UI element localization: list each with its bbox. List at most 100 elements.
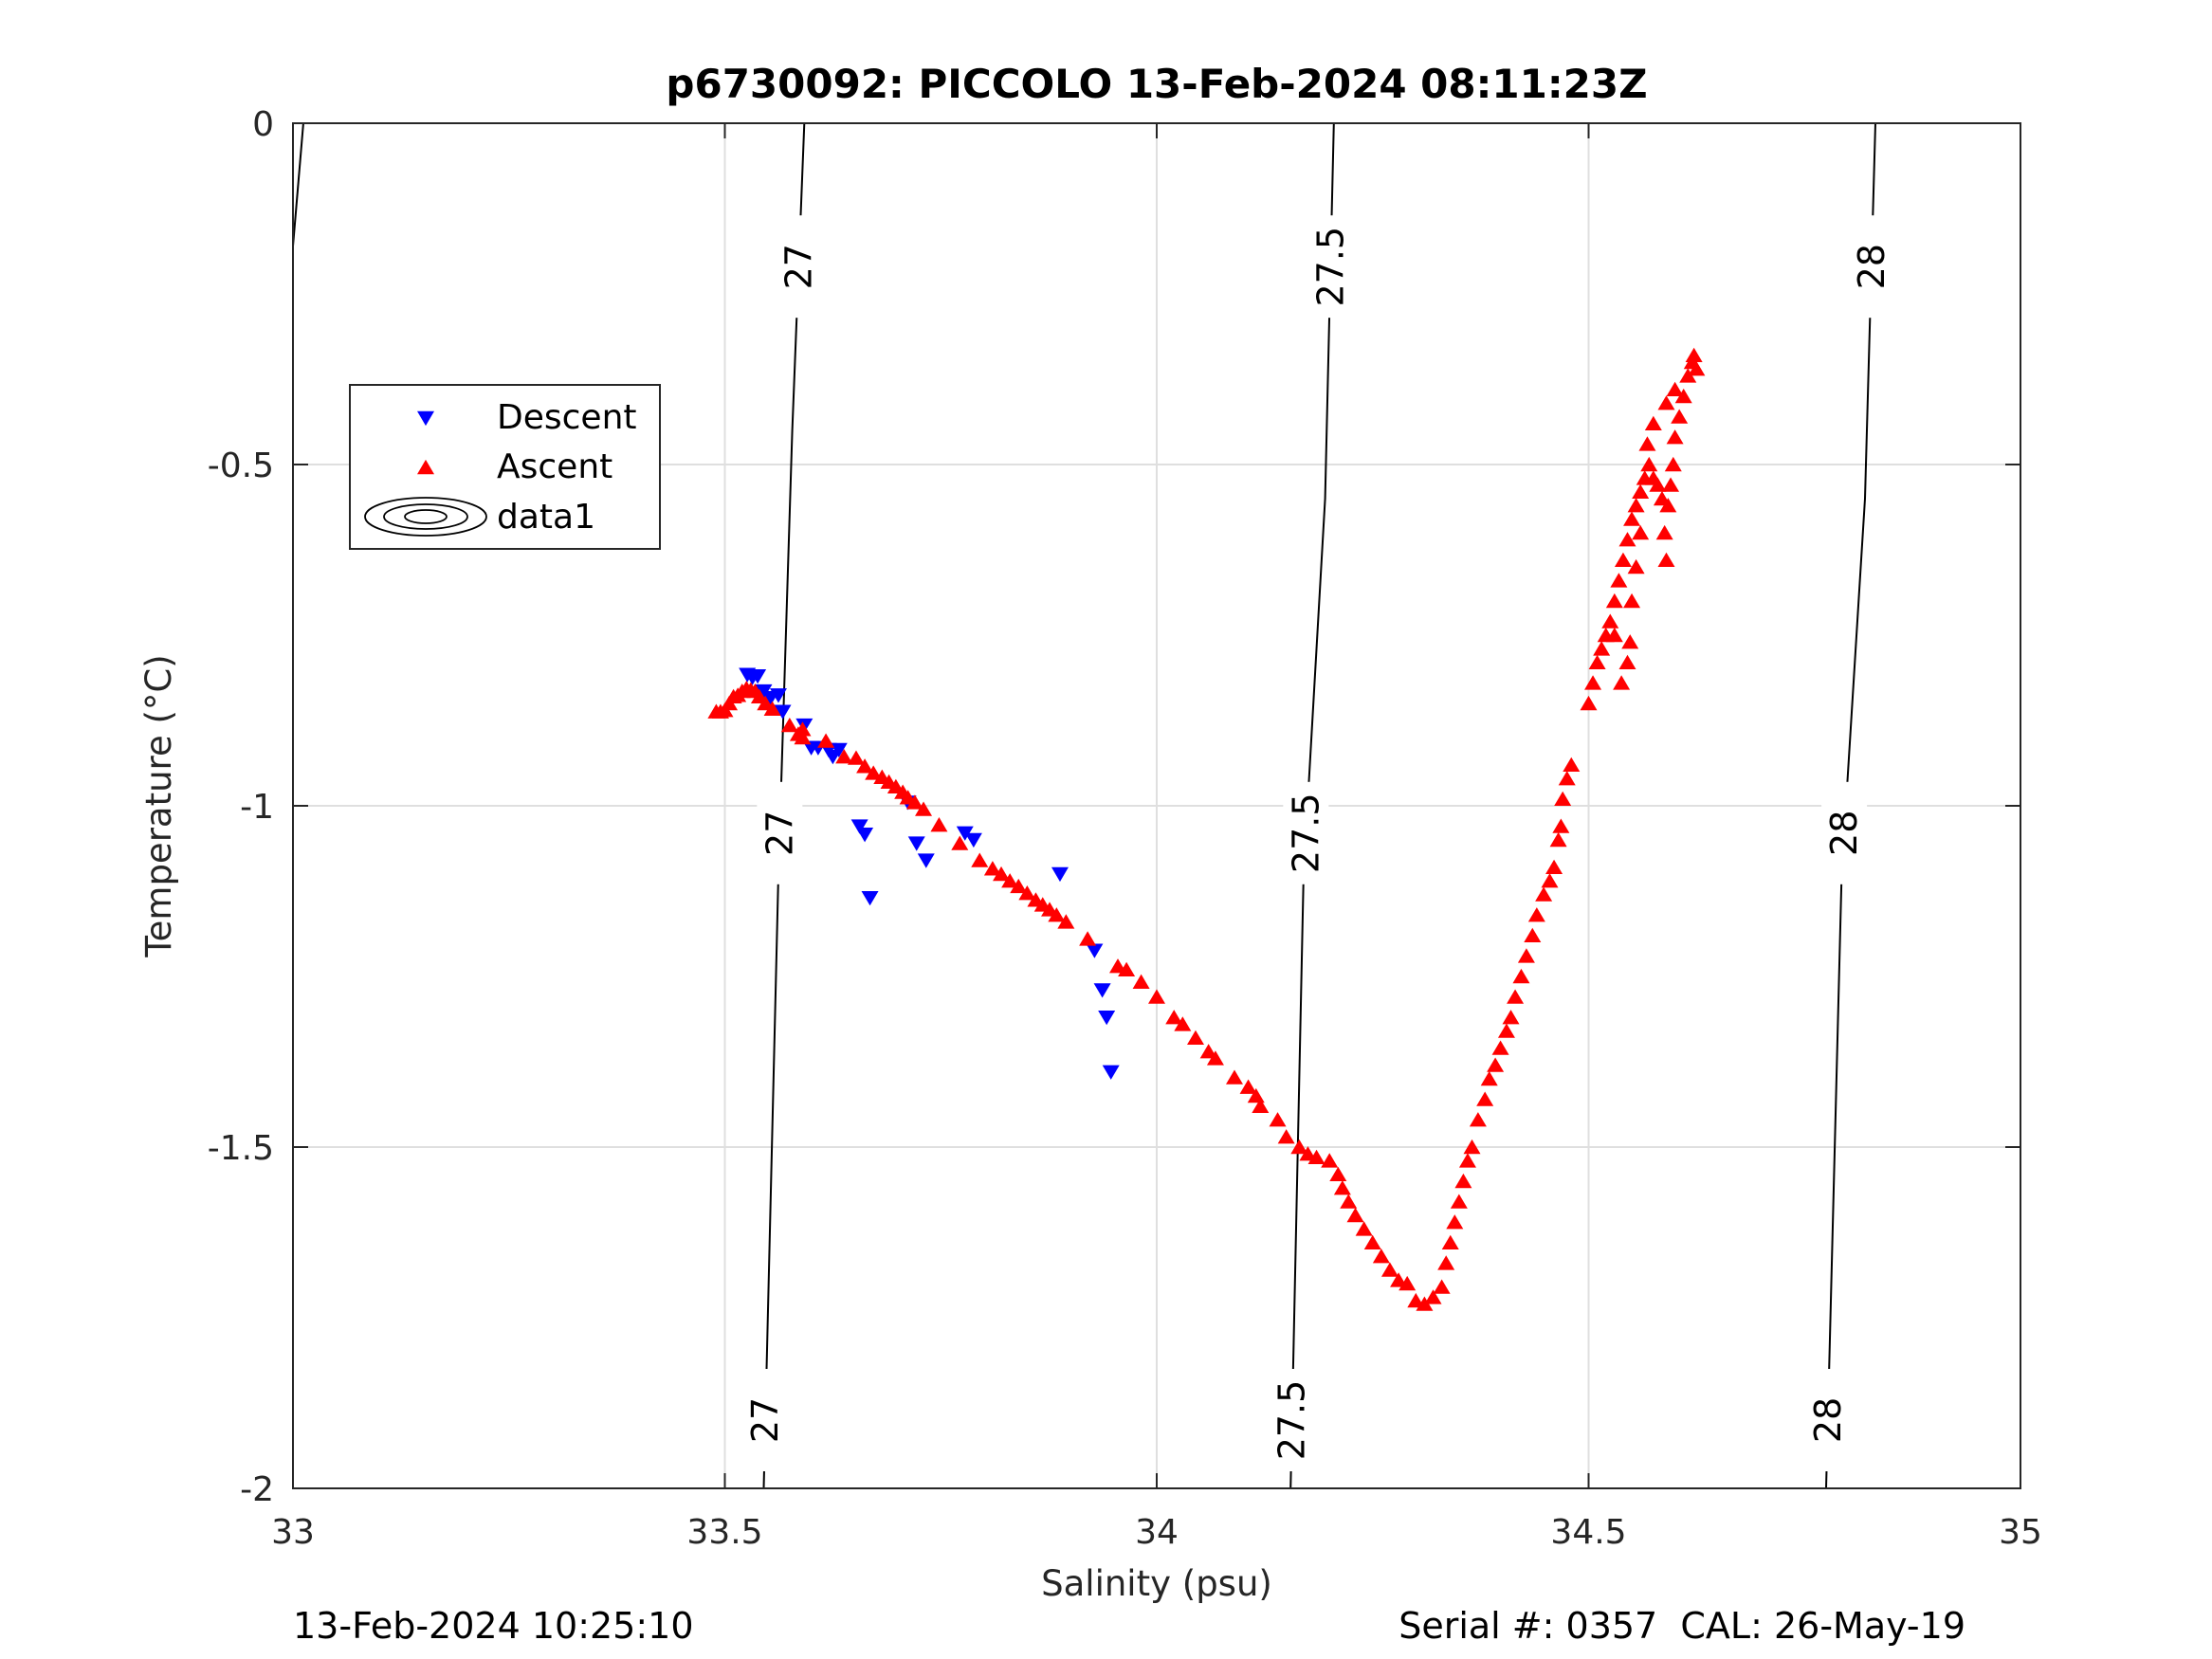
contour-line-partial xyxy=(292,122,304,246)
ascent-point xyxy=(1679,368,1697,383)
ascent-point xyxy=(1623,592,1641,609)
x-axis-ticks: 33 33.5 34 34.5 35 xyxy=(271,123,2042,1552)
ascent-point xyxy=(1563,757,1581,772)
density-contours: 27 27 27 27.5 27.5 27.5 28 28 28 xyxy=(292,122,1894,1489)
y-axis-ticks: 0 -0.5 -1 -1.5 -2 xyxy=(208,105,2020,1509)
descent-point xyxy=(769,688,787,703)
ascent-point xyxy=(1329,1166,1347,1181)
ascent-point xyxy=(1623,511,1641,526)
descent-point xyxy=(1098,1011,1116,1026)
ascent-point xyxy=(1657,552,1675,567)
contour-label: 28 xyxy=(1823,811,1865,856)
x-tick-label: 35 xyxy=(1999,1513,2042,1552)
ascent-point xyxy=(1206,1050,1224,1066)
ascent-point xyxy=(1601,613,1619,629)
ascent-point xyxy=(983,861,1001,876)
contour-label: 27.5 xyxy=(1309,227,1351,307)
ascent-point xyxy=(1507,989,1525,1004)
ascent-point xyxy=(1476,1091,1494,1106)
ascent-point xyxy=(1454,1173,1472,1189)
contour-label-bg xyxy=(1804,1369,1851,1471)
ascent-point xyxy=(1491,1040,1509,1055)
descent-point xyxy=(774,704,792,720)
ascent-point xyxy=(1640,456,1658,472)
ascent-point xyxy=(1638,436,1656,451)
ascent-point xyxy=(1416,1296,1434,1311)
descent-point xyxy=(907,836,925,851)
ascent-point xyxy=(794,721,812,737)
contour-label-bg xyxy=(1821,781,1868,884)
y-tick-label: -1 xyxy=(240,788,274,827)
ascent-point xyxy=(1657,395,1675,410)
ascent-point xyxy=(1458,1153,1476,1168)
ascent-point xyxy=(1048,907,1066,922)
ascent-point xyxy=(1549,831,1567,848)
ascent-point xyxy=(1655,524,1673,540)
ascent-point xyxy=(1545,859,1563,874)
ascent-point xyxy=(1079,931,1097,946)
ascent-point xyxy=(1618,654,1636,669)
ascent-point xyxy=(1398,1275,1417,1291)
contour-label-bg xyxy=(757,781,803,884)
x-tick-label: 33 xyxy=(271,1513,315,1552)
contour-label-bg xyxy=(1307,215,1354,319)
descent-point xyxy=(1086,943,1104,958)
ascent-point xyxy=(1487,1057,1505,1072)
ascent-point xyxy=(1437,1255,1455,1270)
ascent-point xyxy=(1333,1180,1351,1195)
contour-label: 27 xyxy=(777,244,819,289)
descent-point xyxy=(917,853,935,868)
footer-serial-cal: Serial #: 0357 CAL: 26-May-19 xyxy=(1398,1605,1965,1647)
ascent-point xyxy=(930,817,948,832)
contour-label-bg xyxy=(1283,781,1329,884)
x-tick-label: 33.5 xyxy=(686,1513,762,1552)
y-tick-label: 0 xyxy=(252,105,274,144)
ascent-point xyxy=(1225,1069,1243,1085)
contour-label: 28 xyxy=(1807,1397,1849,1443)
ascent-point xyxy=(1321,1153,1339,1168)
ascent-point xyxy=(794,729,812,745)
ascent-point xyxy=(1554,791,1572,806)
ascent-point xyxy=(1502,1010,1520,1025)
ascent-point xyxy=(1541,873,1559,888)
ascent-point xyxy=(1674,388,1692,404)
legend-contour-icon xyxy=(364,497,487,537)
descent-point xyxy=(861,891,879,906)
ascent-point xyxy=(1463,1139,1481,1155)
ascent-point xyxy=(1018,885,1036,901)
ascent-point xyxy=(905,794,923,810)
descent-point xyxy=(830,742,848,758)
ascent-point xyxy=(1613,675,1631,690)
ascent-point xyxy=(1480,1070,1498,1086)
contour-label: 27.5 xyxy=(1271,1380,1313,1461)
ascent-point xyxy=(1340,1194,1358,1209)
ascent-point xyxy=(1605,627,1623,643)
chart-title: p6730092: PICCOLO 13-Feb-2024 08:11:23Z xyxy=(666,61,1647,107)
ascent-point xyxy=(1593,641,1611,656)
ascent-point xyxy=(1666,429,1684,445)
legend-data1-label: data1 xyxy=(497,498,595,537)
ascent-point xyxy=(1469,1112,1487,1127)
ascent-point xyxy=(763,701,781,716)
ascent-point xyxy=(1446,1214,1464,1230)
x-tick-label: 34 xyxy=(1135,1513,1179,1552)
y-tick-label: -0.5 xyxy=(208,447,274,485)
ascent-point xyxy=(1584,675,1602,690)
ascent-point xyxy=(1610,573,1628,588)
ascent-point xyxy=(1588,654,1606,669)
ascent-point xyxy=(1632,524,1650,540)
ascent-point xyxy=(1524,927,1542,942)
descent-series xyxy=(739,667,1120,1080)
ascent-point xyxy=(1627,558,1645,574)
ascent-point xyxy=(1132,974,1150,989)
ascent-point xyxy=(1450,1194,1468,1209)
ascent-point xyxy=(915,801,933,816)
ascent-point xyxy=(835,749,853,764)
ascent-point xyxy=(1527,907,1545,922)
ascent-point xyxy=(1165,1010,1183,1025)
y-tick-label: -1.5 xyxy=(208,1129,274,1168)
ascent-point xyxy=(817,733,835,748)
contour-label-bg xyxy=(1848,215,1894,319)
descent-point xyxy=(850,819,868,834)
